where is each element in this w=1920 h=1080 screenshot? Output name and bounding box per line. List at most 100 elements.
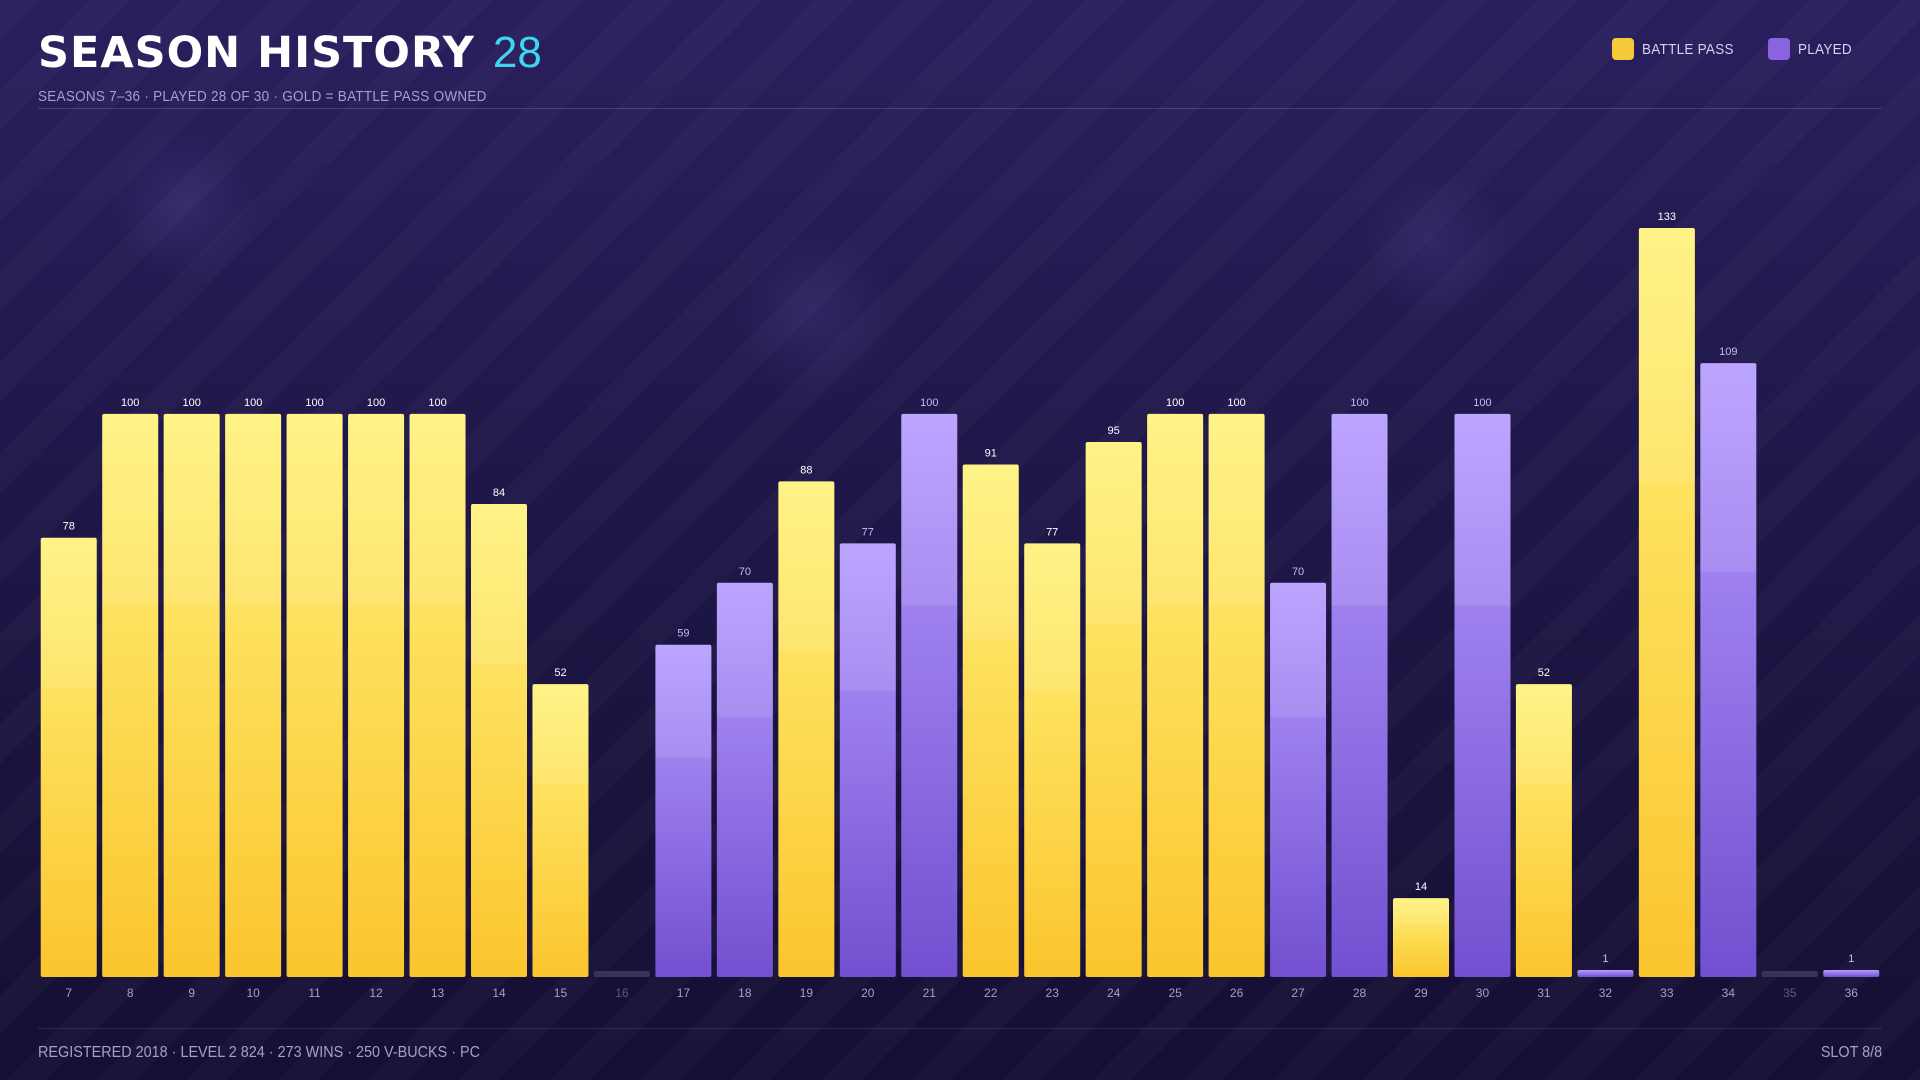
tick-label-season-33: 33: [1660, 986, 1674, 1000]
legend-swatch-played: [1768, 38, 1791, 60]
value-label-season-29: 14: [1415, 881, 1427, 893]
value-label-season-11: 100: [305, 397, 323, 409]
value-label-season-8: 100: [121, 397, 139, 409]
tick-label-season-32: 32: [1599, 986, 1613, 1000]
bar-season-19: [778, 481, 835, 977]
bar-season-12: [348, 413, 405, 977]
tick-label-season-18: 18: [738, 986, 752, 1000]
tick-label-season-12: 12: [369, 986, 383, 1000]
bar-highlight-season-11: [286, 413, 343, 606]
value-label-season-9: 100: [182, 397, 200, 409]
value-label-season-33: 133: [1658, 211, 1676, 223]
value-label-season-30: 100: [1473, 397, 1491, 409]
bar-highlight-season-15: [532, 684, 589, 784]
chart-legend: BATTLE PASS PLAYED: [1588, 38, 1858, 60]
bar-highlight-season-13: [409, 413, 466, 606]
value-label-season-26: 100: [1227, 397, 1245, 409]
bar-highlight-season-20: [839, 543, 896, 691]
value-label-season-21: 100: [920, 397, 938, 409]
value-label-season-23: 77: [1046, 526, 1058, 538]
tick-label-season-23: 23: [1046, 986, 1060, 1000]
legend-item-played: PLAYED: [1768, 38, 1858, 60]
bar-season-33: [1638, 228, 1695, 977]
tick-label-season-7: 7: [65, 986, 72, 1000]
legend-swatch-battle-pass: [1612, 38, 1635, 60]
tick-label-season-16: 16: [615, 986, 629, 1000]
page-subtitle: SEASONS 7–36 · PLAYED 28 OF 30 · GOLD = …: [38, 88, 487, 105]
tick-label-season-15: 15: [554, 986, 568, 1000]
legend-label-battle-pass: BATTLE PASS: [1642, 40, 1734, 58]
played-count: 28: [492, 28, 542, 77]
bar-highlight-season-19: [778, 481, 835, 650]
tick-label-season-13: 13: [431, 986, 445, 1000]
value-label-season-18: 70: [739, 566, 751, 578]
header: SEASON HISTORY 28 SEASONS 7–36 · PLAYED …: [38, 28, 1882, 105]
value-label-season-13: 100: [428, 397, 446, 409]
tick-label-season-21: 21: [923, 986, 937, 1000]
tick-label-season-8: 8: [127, 986, 134, 1000]
bar-highlight-season-33: [1638, 228, 1695, 483]
bar-season-17: [655, 644, 712, 977]
value-label-season-17: 59: [677, 628, 689, 640]
bar-highlight-season-12: [348, 413, 405, 606]
bar-season-34: [1700, 363, 1757, 977]
value-label-season-14: 84: [493, 487, 505, 499]
bar-season-14: [471, 503, 527, 977]
value-label-season-10: 100: [244, 397, 262, 409]
legend-item-battle-pass: BATTLE PASS: [1612, 38, 1744, 60]
tick-label-season-35: 35: [1783, 986, 1797, 1000]
tick-label-season-25: 25: [1168, 986, 1182, 1000]
bar-season-15: [532, 684, 589, 977]
tick-label-season-26: 26: [1230, 986, 1244, 1000]
bar-highlight-season-23: [1024, 543, 1081, 691]
bar-highlight-season-22: [962, 464, 1019, 639]
tick-label-season-14: 14: [492, 986, 506, 1000]
bar-highlight-season-8: [102, 413, 159, 606]
bar-season-13: [409, 413, 466, 977]
profile-stats: REGISTERED 2018 · LEVEL 2 824 · 273 WINS…: [38, 1044, 481, 1061]
value-label-season-19: 88: [800, 464, 812, 476]
bar-season-36: [1823, 970, 1880, 977]
bar-season-32: [1577, 970, 1634, 977]
value-label-season-34: 109: [1719, 346, 1737, 358]
value-label-season-24: 95: [1108, 425, 1120, 437]
bar-season-11: [286, 413, 343, 977]
bar-highlight-season-24: [1085, 442, 1142, 624]
tick-label-season-30: 30: [1476, 986, 1490, 1000]
bar-season-8: [102, 413, 159, 977]
bar-season-28: [1331, 413, 1388, 977]
value-label-season-31: 52: [1538, 667, 1550, 679]
bar-season-26: [1208, 413, 1265, 977]
bar-highlight-season-18: [716, 582, 773, 717]
bar-highlight-season-7: [40, 537, 97, 688]
tick-label-season-20: 20: [861, 986, 875, 1000]
bar-highlight-season-27: [1270, 582, 1327, 717]
tick-label-season-27: 27: [1291, 986, 1305, 1000]
bar-highlight-season-28: [1331, 413, 1388, 606]
value-label-season-15: 52: [554, 667, 566, 679]
tick-label-season-24: 24: [1107, 986, 1121, 1000]
bar-season-27: [1270, 582, 1327, 977]
bar-season-23: [1024, 543, 1081, 977]
bar-season-25: [1147, 413, 1204, 977]
bar-season-10: [225, 413, 282, 977]
bar-highlight-season-34: [1700, 363, 1757, 572]
tick-label-season-19: 19: [800, 986, 814, 1000]
tick-label-season-31: 31: [1537, 986, 1551, 1000]
tick-label-season-28: 28: [1353, 986, 1367, 1000]
tick-label-season-34: 34: [1722, 986, 1736, 1000]
tick-label-season-22: 22: [984, 986, 998, 1000]
bar-season-35: [1761, 971, 1818, 977]
value-label-season-12: 100: [367, 397, 385, 409]
bar-season-20: [839, 543, 896, 977]
page-title: SEASON HISTORY: [38, 28, 475, 78]
value-label-season-25: 100: [1166, 397, 1184, 409]
bar-highlight-season-30: [1454, 413, 1511, 606]
value-label-season-27: 70: [1292, 566, 1304, 578]
bar-season-21: [901, 413, 958, 977]
bar-highlight-season-17: [655, 644, 712, 758]
bar-season-31: [1515, 684, 1572, 977]
bar-highlight-season-21: [901, 413, 958, 606]
tick-label-season-17: 17: [677, 986, 691, 1000]
